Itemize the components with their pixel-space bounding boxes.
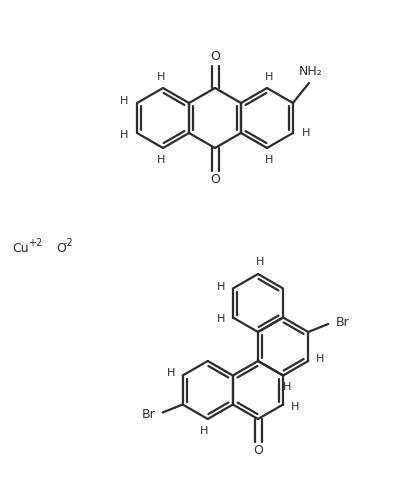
Text: O: O — [210, 173, 220, 186]
Text: H: H — [120, 130, 128, 140]
Text: H: H — [166, 369, 175, 379]
Text: +2: +2 — [28, 238, 42, 248]
Text: O: O — [56, 241, 66, 254]
Text: H: H — [157, 72, 165, 82]
Text: H: H — [265, 155, 273, 165]
Text: H: H — [217, 315, 225, 325]
Text: H: H — [316, 354, 324, 364]
Text: H: H — [302, 128, 310, 138]
Text: Br: Br — [335, 315, 349, 328]
Text: H: H — [217, 282, 225, 292]
Text: NH₂: NH₂ — [299, 65, 323, 77]
Text: H: H — [200, 426, 208, 436]
Text: H: H — [265, 72, 273, 82]
Text: H: H — [283, 382, 291, 392]
Text: O: O — [253, 444, 263, 457]
Text: H: H — [291, 402, 299, 412]
Text: H: H — [157, 155, 165, 165]
Text: H: H — [120, 96, 128, 106]
Text: Cu: Cu — [12, 241, 29, 254]
Text: -2: -2 — [64, 238, 74, 248]
Text: H: H — [256, 257, 264, 267]
Text: O: O — [210, 50, 220, 63]
Text: Br: Br — [142, 408, 156, 421]
